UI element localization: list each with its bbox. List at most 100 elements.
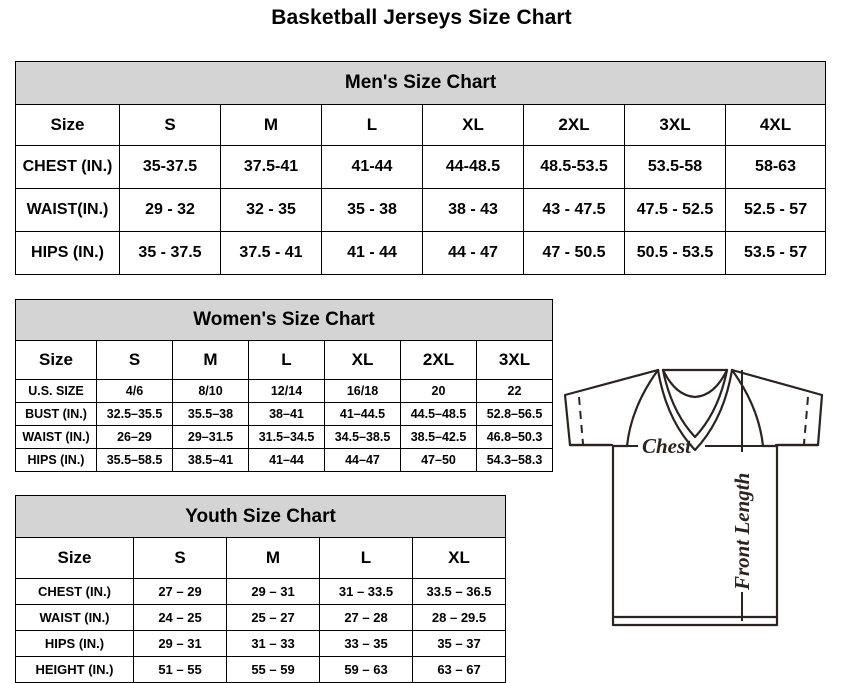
mens-hips-xl: 44 - 47 (422, 231, 524, 275)
table-row: BUST (IN.) 32.5–35.5 35.5–38 38–41 41–44… (15, 402, 553, 426)
womens-bust-s: 32.5–35.5 (96, 402, 173, 426)
neckline-inner-icon (661, 368, 729, 439)
mens-waist-2xl: 43 - 47.5 (523, 188, 625, 232)
womens-ussize-xl: 16/18 (324, 379, 401, 403)
mens-hips-4xl: 53.5 - 57 (724, 231, 827, 275)
mens-band-row: Men's Size Chart (14, 61, 827, 105)
mens-hips-s: 35 - 37.5 (119, 231, 221, 275)
mens-col-header-l: L (321, 104, 423, 146)
left-armhole-icon (625, 368, 660, 448)
youth-col-header-l: L (319, 537, 413, 579)
mens-row-label-waist: WAIST(IN.) (15, 188, 120, 232)
table-row: WAIST (IN.) 26–29 29–31.5 31.5–34.5 34.5… (15, 425, 553, 449)
womens-bust-xl: 41–44.5 (324, 402, 401, 426)
womens-bust-3xl: 52.8–56.5 (476, 402, 553, 426)
youth-col-header-s: S (133, 537, 227, 579)
youth-row-label-hips: HIPS (IN.) (15, 630, 134, 657)
youth-hips-s: 29 – 31 (133, 630, 227, 657)
mens-waist-3xl: 47.5 - 52.5 (624, 188, 726, 232)
right-cuff-dash-icon (803, 396, 809, 445)
mens-chest-2xl: 48.5-53.5 (523, 145, 625, 189)
neckline-outer-icon (656, 368, 734, 452)
womens-bust-2xl: 44.5–48.5 (400, 402, 477, 426)
womens-size-chart-table: Women's Size Chart Size S M L XL 2XL 3XL… (15, 299, 553, 472)
left-cuff-dash-icon (578, 396, 584, 445)
womens-hips-2xl: 47–50 (400, 448, 477, 472)
womens-row-label-bust: BUST (IN.) (15, 402, 97, 426)
mens-hips-l: 41 - 44 (321, 231, 423, 275)
womens-bust-l: 38–41 (248, 402, 325, 426)
youth-waist-xl: 28 – 29.5 (411, 604, 507, 631)
youth-row-label-waist: WAIST (IN.) (15, 604, 134, 631)
mens-hips-3xl: 50.5 - 53.5 (624, 231, 726, 275)
womens-row-label-waist: WAIST (IN.) (15, 425, 97, 449)
youth-chest-m: 29 – 31 (226, 578, 320, 605)
table-row: HIPS (IN.) 35 - 37.5 37.5 - 41 41 - 44 4… (15, 231, 827, 275)
womens-waist-l: 31.5–34.5 (248, 425, 325, 449)
mens-waist-xl: 38 - 43 (422, 188, 524, 232)
chest-label: Chest (642, 434, 692, 458)
youth-chest-l: 31 – 33.5 (319, 578, 413, 605)
youth-chest-s: 27 – 29 (133, 578, 227, 605)
mens-corner-label: Size (15, 104, 120, 146)
mens-chest-3xl: 53.5-58 (624, 145, 726, 189)
womens-row-label-us-size: U.S. SIZE (15, 379, 97, 403)
womens-waist-s: 26–29 (96, 425, 173, 449)
table-row: WAIST(IN.) 29 - 32 32 - 35 35 - 38 38 - … (15, 188, 827, 232)
youth-band-row: Youth Size Chart (14, 495, 507, 538)
mens-chest-s: 35-37.5 (119, 145, 221, 189)
collar-curve-outer-icon (661, 368, 729, 399)
womens-ussize-m: 8/10 (172, 379, 249, 403)
womens-ussize-s: 4/6 (96, 379, 173, 403)
mens-waist-l: 35 - 38 (321, 188, 423, 232)
womens-col-header-2xl: 2XL (400, 340, 477, 380)
mens-col-header-2xl: 2XL (523, 104, 625, 146)
youth-band-title: Youth Size Chart (14, 495, 507, 538)
page-title: Basketball Jerseys Size Chart (271, 6, 572, 29)
mens-col-header-3xl: 3XL (624, 104, 726, 146)
mens-hips-m: 37.5 - 41 (220, 231, 322, 275)
youth-waist-s: 24 – 25 (133, 604, 227, 631)
mens-band-title: Men's Size Chart (14, 61, 827, 105)
womens-row-label-hips: HIPS (IN.) (15, 448, 97, 472)
mens-col-header-xl: XL (422, 104, 524, 146)
womens-header-row: Size S M L XL 2XL 3XL (15, 340, 553, 380)
youth-row-label-chest: CHEST (IN.) (15, 578, 134, 605)
youth-size-chart-table: Youth Size Chart Size S M L XL CHEST (IN… (14, 495, 507, 683)
mens-col-header-m: M (220, 104, 322, 146)
mens-chest-4xl: 58-63 (724, 145, 827, 189)
mens-waist-s: 29 - 32 (119, 188, 221, 232)
womens-ussize-l: 12/14 (248, 379, 325, 403)
womens-col-header-3xl: 3XL (476, 340, 553, 380)
mens-hips-2xl: 47 - 50.5 (523, 231, 625, 275)
youth-hips-l: 33 – 35 (319, 630, 413, 657)
youth-col-header-m: M (226, 537, 320, 579)
jersey-outline-group (563, 368, 824, 627)
front-length-measure-group (734, 370, 750, 621)
youth-hips-m: 31 – 33 (226, 630, 320, 657)
womens-col-header-xl: XL (324, 340, 401, 380)
womens-waist-xl: 34.5–38.5 (324, 425, 401, 449)
mens-waist-m: 32 - 35 (220, 188, 322, 232)
table-row: HIPS (IN.) 35.5–58.5 38.5–41 41–44 44–47… (15, 448, 553, 472)
table-row: CHEST (IN.) 27 – 29 29 – 31 31 – 33.5 33… (15, 578, 507, 605)
mens-row-label-hips: HIPS (IN.) (15, 231, 120, 275)
front-length-label: Front Length (730, 473, 754, 591)
youth-waist-m: 25 – 27 (226, 604, 320, 631)
womens-hips-m: 38.5–41 (172, 448, 249, 472)
mens-chest-xl: 44-48.5 (422, 145, 524, 189)
mens-header-row: Size S M L XL 2XL 3XL 4XL (15, 104, 827, 146)
youth-hips-xl: 35 – 37 (411, 630, 507, 657)
table-row: U.S. SIZE 4/6 8/10 12/14 16/18 20 22 (15, 379, 553, 403)
womens-hips-l: 41–44 (248, 448, 325, 472)
mens-chest-m: 37.5-41 (220, 145, 322, 189)
youth-corner-label: Size (15, 537, 134, 579)
jersey-measurement-diagram: Chest Front Length (530, 340, 840, 675)
womens-col-header-m: M (172, 340, 249, 380)
jersey-body-outline-icon (611, 444, 779, 619)
mens-row-label-chest: CHEST (IN.) (15, 145, 120, 189)
youth-col-header-xl: XL (411, 537, 507, 579)
womens-col-header-l: L (248, 340, 325, 380)
womens-waist-m: 29–31.5 (172, 425, 249, 449)
youth-header-row: Size S M L XL (15, 537, 507, 579)
